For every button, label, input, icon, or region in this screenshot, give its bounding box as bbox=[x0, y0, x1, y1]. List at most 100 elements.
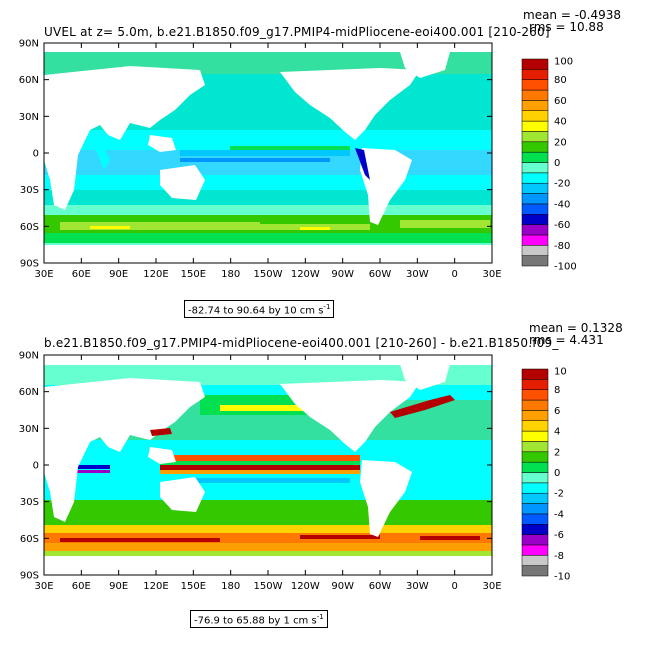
lat-tick-label: 90S bbox=[20, 259, 39, 270]
colorbar-label: -60 bbox=[554, 220, 570, 231]
colorbar-swatch bbox=[521, 555, 549, 566]
colorbar-label: 100 bbox=[554, 57, 573, 68]
colorbar-swatch bbox=[521, 399, 549, 411]
colorbar-swatch bbox=[521, 544, 549, 556]
colorbar-swatch bbox=[521, 410, 549, 421]
colorbar-swatch bbox=[521, 565, 549, 577]
lon-tick-label: 60W bbox=[369, 581, 392, 592]
colorbar-swatch bbox=[521, 69, 549, 80]
lon-tick-label: 30E bbox=[482, 581, 501, 592]
lat-tick-label: 60N bbox=[19, 75, 39, 86]
panel1-contour-range: -82.74 to 90.64 by 10 cm s-1 bbox=[184, 300, 335, 319]
lon-tick-label: 90E bbox=[109, 581, 128, 592]
colorbar-swatch bbox=[521, 368, 549, 380]
colorbar-swatch bbox=[521, 524, 549, 535]
lon-tick-label: 90W bbox=[331, 269, 354, 280]
colorbar-label: -10 bbox=[554, 572, 570, 583]
colorbar-label: 80 bbox=[554, 75, 567, 86]
colorbar-label: 60 bbox=[554, 96, 567, 107]
colorbar-label: 2 bbox=[554, 447, 560, 458]
colorbar-label: -2 bbox=[554, 489, 564, 500]
colorbar-label: 40 bbox=[554, 117, 567, 128]
colorbar-label: -6 bbox=[554, 530, 564, 541]
colorbar-swatch bbox=[521, 513, 549, 525]
lat-tick-label: 60S bbox=[20, 534, 39, 545]
lon-tick-label: 180 bbox=[221, 581, 240, 592]
lon-tick-label: 0 bbox=[451, 581, 457, 592]
colorbar-swatch bbox=[521, 203, 549, 215]
colorbar-swatch bbox=[521, 58, 549, 70]
lon-tick-label: 120E bbox=[143, 269, 168, 280]
colorbar-swatch bbox=[521, 430, 549, 442]
colorbar-swatch bbox=[521, 214, 549, 225]
colorbar-swatch bbox=[521, 172, 549, 184]
lat-tick-label: 90N bbox=[19, 351, 39, 362]
colorbar-swatch bbox=[521, 234, 549, 246]
colorbar-swatch bbox=[521, 79, 549, 91]
lon-tick-label: 150E bbox=[181, 581, 206, 592]
colorbar-label: -100 bbox=[554, 262, 577, 273]
colorbar-label: -40 bbox=[554, 199, 570, 210]
lon-tick-label: 150W bbox=[254, 581, 283, 592]
lat-tick-label: 0 bbox=[33, 149, 39, 160]
lon-tick-label: 90W bbox=[331, 581, 354, 592]
panel2-rms: rms = 4.431 bbox=[529, 333, 604, 347]
lon-tick-label: 180 bbox=[221, 269, 240, 280]
colorbars-layer: 100806040200-20-40-60-80-1001086420-2-4-… bbox=[521, 57, 577, 583]
colorbar-swatch bbox=[521, 461, 549, 473]
panel1-title: UVEL at z= 5.0m, b.e21.B1850.f09_g17.PMI… bbox=[44, 25, 550, 39]
colorbar-swatch bbox=[521, 451, 549, 463]
colorbar-swatch bbox=[521, 120, 549, 132]
colorbar-label: 20 bbox=[554, 137, 567, 148]
lat-tick-label: 90N bbox=[19, 39, 39, 50]
lon-tick-label: 60E bbox=[72, 269, 91, 280]
colorbar-label: 4 bbox=[554, 427, 560, 438]
lat-tick-label: 60N bbox=[19, 387, 39, 398]
colorbar-swatch bbox=[521, 482, 549, 494]
panel2-title: b.e21.B1850.f09_g17.PMIP4-midPliocene-eo… bbox=[44, 336, 559, 350]
colorbar-label: -4 bbox=[554, 509, 564, 520]
colorbar-label: 0 bbox=[554, 158, 560, 169]
lat-tick-label: 90S bbox=[20, 571, 39, 582]
lon-tick-label: 120W bbox=[291, 581, 320, 592]
lat-tick-label: 60S bbox=[20, 222, 39, 233]
lon-tick-label: 30E bbox=[34, 269, 53, 280]
lon-tick-label: 120E bbox=[143, 581, 168, 592]
lon-tick-label: 30E bbox=[34, 581, 53, 592]
colorbar-label: 6 bbox=[554, 406, 560, 417]
colorbar-swatch bbox=[521, 110, 549, 122]
lat-tick-label: 30S bbox=[20, 497, 39, 508]
panel1-rms: rms = 10.88 bbox=[529, 20, 604, 34]
colorbar-swatch bbox=[521, 100, 549, 112]
colorbar-swatch bbox=[521, 193, 549, 205]
colorbar-label: 10 bbox=[554, 367, 567, 378]
colorbar-swatch bbox=[521, 224, 549, 236]
lon-tick-label: 150E bbox=[181, 269, 206, 280]
colorbar-swatch bbox=[521, 472, 549, 484]
colorbar-swatch bbox=[521, 182, 549, 194]
panel1-mean: mean = -0.4938 bbox=[523, 8, 622, 22]
lon-tick-label: 150W bbox=[254, 269, 283, 280]
colorbar-swatch bbox=[521, 389, 549, 401]
lon-tick-label: 30W bbox=[406, 581, 429, 592]
colorbar-label: 8 bbox=[554, 385, 560, 396]
colorbar-swatch bbox=[521, 420, 549, 432]
lat-tick-label: 30N bbox=[19, 112, 39, 123]
colorbar-swatch bbox=[521, 245, 549, 256]
panel2-map bbox=[44, 355, 492, 575]
colorbar-label: 0 bbox=[554, 468, 560, 479]
lon-tick-label: 60E bbox=[72, 581, 91, 592]
lat-tick-label: 30S bbox=[20, 185, 39, 196]
colorbar-swatch bbox=[521, 534, 549, 546]
lon-tick-label: 30E bbox=[482, 269, 501, 280]
colorbar-label: -80 bbox=[554, 241, 570, 252]
colorbar-swatch bbox=[521, 162, 549, 174]
colorbar-swatch bbox=[521, 503, 549, 515]
colorbar-swatch bbox=[521, 141, 549, 153]
colorbar-swatch bbox=[521, 131, 549, 143]
colorbar-label: -20 bbox=[554, 179, 570, 190]
lat-tick-label: 30N bbox=[19, 424, 39, 435]
panel2-contour-range: -76.9 to 65.88 by 1 cm s-1 bbox=[190, 610, 328, 629]
